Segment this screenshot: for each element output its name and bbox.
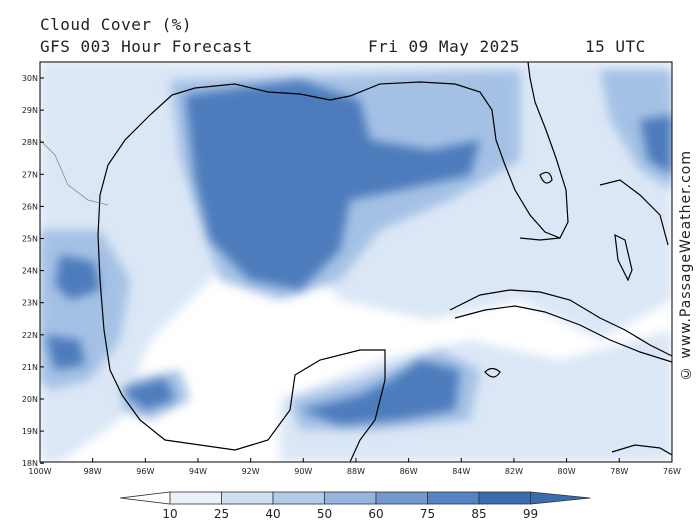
map-title: Cloud Cover (%) [40,15,192,34]
lat-label: 29N [22,106,38,115]
latitude-labels: 30N 29N 28N 27N 26N 25N 24N 23N 22N 21N 20N 19N 18N [22,74,44,468]
colorbar-label: 10 [162,507,177,521]
colorbar-label: 25 [214,507,229,521]
us-mexico-border [40,139,109,206]
lat-label: 20N [22,395,38,404]
lon-label: 80W [558,467,576,476]
coastlines [97,62,672,462]
forecast-time: 15 UTC [585,37,646,56]
map-frame-contents [40,62,672,462]
lat-label: 28N [22,138,38,147]
lat-label: 21N [22,363,38,372]
gulf-coast-outline [171,62,569,239]
lon-label: 76W [663,467,681,476]
lon-label: 84W [452,467,470,476]
colorbar: 10 25 40 50 60 75 85 99 [119,491,591,521]
colorbar-bin [221,491,274,505]
lon-label: 90W [294,467,312,476]
lon-label: 96W [136,467,154,476]
colorbar-label: 99 [523,507,538,521]
isla-juventud-outline [484,367,501,378]
colorbar-bin [478,491,531,505]
lon-label: 98W [84,467,102,476]
colorbar-label: 85 [471,507,486,521]
forecast-subtitle: GFS 003 Hour Forecast [40,37,253,56]
colorbar-high-arrow [530,491,591,505]
cloud-layer-heavy [45,80,672,425]
colorbar-label: 60 [368,507,383,521]
lon-label: 94W [189,467,207,476]
keys-outline [519,237,561,241]
lake-okeechobee-outline [539,171,553,184]
lon-label: 100W [28,467,51,476]
lon-label: 92W [242,467,260,476]
colorbar-label: 40 [265,507,280,521]
lon-label: 86W [400,467,418,476]
colorbar-label: 75 [420,507,435,521]
colorbar-bin [324,491,377,505]
mexico-coast-outline [97,94,386,462]
lat-label: 30N [22,74,38,83]
colorbar-bin [375,491,428,505]
lat-label: 25N [22,235,38,244]
lat-label: 27N [22,170,38,179]
andros-outline [614,233,633,282]
colorbar-bin [427,491,480,505]
colorbar-low-arrow [119,491,171,505]
colorbar-label: 50 [317,507,332,521]
lat-label: 18N [22,459,38,468]
lon-label: 82W [505,467,523,476]
bahamas-outline [599,179,669,246]
forecast-date: Fri 09 May 2025 [368,37,520,56]
lat-label: 24N [22,267,38,276]
lat-label: 19N [22,427,38,436]
lon-label: 78W [610,467,628,476]
lat-label: 23N [22,299,38,308]
cuba-south-outline [454,305,672,363]
longitude-labels: 100W 98W 96W 94W 92W 90W 88W 86W 84W 82W 80W 78W 76W [28,458,681,476]
colorbar-bin [272,491,325,505]
hispaniola-outline [611,444,672,456]
lon-label: 88W [347,467,365,476]
lat-label: 22N [22,331,38,340]
colorbar-bin [169,491,222,505]
lat-label: 26N [22,202,38,211]
cuba-outline [449,289,672,357]
